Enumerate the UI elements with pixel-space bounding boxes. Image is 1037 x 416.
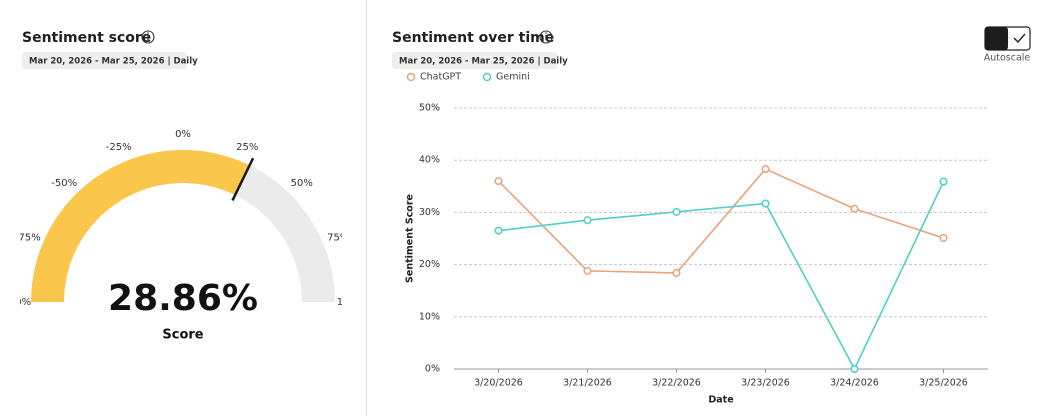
data-point xyxy=(672,268,681,278)
gauge-tick-label: -25% xyxy=(106,142,132,153)
gauge-tick-label: 100% xyxy=(337,297,366,308)
x-tick-label: 3/23/2026 xyxy=(741,378,790,389)
date-pill xyxy=(392,52,557,69)
x-tick-label: 3/22/2026 xyxy=(652,378,701,389)
series-line xyxy=(497,168,944,274)
data-point xyxy=(939,233,948,243)
y-tick-label: 50% xyxy=(419,103,440,114)
gauge-tick-label: -100% xyxy=(0,297,31,308)
data-point xyxy=(761,199,770,208)
gauge-tick-label: 75% xyxy=(327,233,349,244)
data-point xyxy=(672,207,681,216)
x-tick-label: 3/21/2026 xyxy=(563,378,612,389)
legend-label: Gemini xyxy=(496,72,530,83)
x-axis-label: Date xyxy=(708,395,733,406)
legend-label: ChatGPT xyxy=(420,72,461,83)
autoscale-toggle[interactable] xyxy=(984,26,1031,51)
gauge-tick-label: 25% xyxy=(236,142,258,153)
gauge-tick-label: 0% xyxy=(175,129,191,140)
legend-marker xyxy=(482,72,492,82)
gauge-fill xyxy=(31,149,250,302)
data-point xyxy=(850,364,859,374)
info-icon xyxy=(141,30,155,44)
y-axis-label: Sentiment Score xyxy=(405,194,416,283)
info-icon xyxy=(539,30,553,44)
gauge-caption: Score xyxy=(162,328,203,343)
gauge-value: 28.86% xyxy=(108,278,258,319)
y-tick-label: 0% xyxy=(425,364,440,375)
line-title: Sentiment over time xyxy=(392,30,554,46)
series-line xyxy=(498,181,945,371)
data-point xyxy=(583,266,592,275)
x-tick-label: 3/20/2026 xyxy=(474,378,523,389)
y-tick-label: 10% xyxy=(419,311,440,322)
gauge-tick-label: 50% xyxy=(291,178,313,189)
data-point xyxy=(494,177,503,186)
data-point xyxy=(494,226,503,235)
data-point xyxy=(761,165,770,174)
gauge-tick-label: -50% xyxy=(51,178,77,189)
legend-marker xyxy=(406,72,416,82)
date-range: Mar 20, 2026 - Mar 25, 2026 | Daily xyxy=(29,57,198,67)
gauge-tick-label: -75% xyxy=(15,233,41,244)
line-chart: 0% 10% 20% 30% 40% 50% 3/20/2026 3/21/2026 3/22/… xyxy=(405,72,988,406)
y-tick-label: 30% xyxy=(419,207,440,218)
gauge-needle xyxy=(231,157,255,201)
x-tick-label: 3/24/2026 xyxy=(830,378,879,389)
y-tick-label: 20% xyxy=(419,259,440,270)
gauge-title: Sentiment score xyxy=(22,30,151,46)
autoscale-label: Autoscale xyxy=(984,53,1031,64)
y-tick-label: 40% xyxy=(419,155,440,166)
data-point xyxy=(939,177,948,186)
data-point xyxy=(850,204,859,213)
data-point xyxy=(583,216,592,225)
x-tick-label: 3/25/2026 xyxy=(919,378,968,389)
date-range: Mar 20, 2026 - Mar 25, 2026 | Daily xyxy=(399,57,568,67)
gauge: -100% -75% -50% -25% 0% 25% 50% 75% 100% xyxy=(0,129,366,308)
date-pill xyxy=(22,52,187,69)
